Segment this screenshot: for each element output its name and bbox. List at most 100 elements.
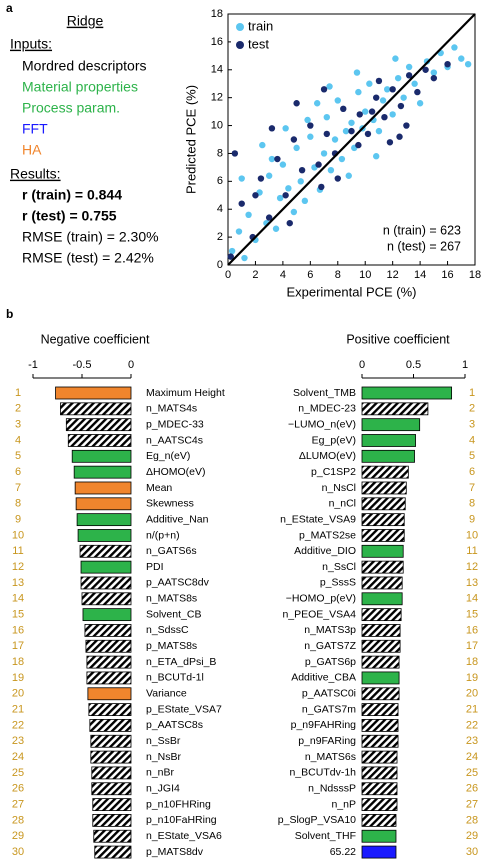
point <box>286 219 293 227</box>
point <box>375 77 383 85</box>
point <box>353 69 361 76</box>
bar <box>361 719 399 732</box>
result-item: RMSE (test) = 2.42% <box>22 250 154 266</box>
category-label: n_MDEC-23 <box>298 403 356 415</box>
bar <box>361 687 400 701</box>
bar <box>361 592 403 606</box>
input-item: FFT <box>22 121 48 137</box>
point <box>265 214 273 221</box>
category-label: p_C1SP2 <box>311 466 356 478</box>
x-tick-label: 2 <box>252 269 258 281</box>
point <box>293 100 300 107</box>
point <box>276 194 284 202</box>
rank-label: 7 <box>469 482 475 494</box>
category-label: n_AATSC4s <box>146 434 203 446</box>
point <box>397 102 405 110</box>
point <box>298 166 306 174</box>
point <box>422 66 429 73</box>
bar <box>73 465 132 479</box>
rank-label: 1 <box>469 387 475 399</box>
point <box>411 80 418 87</box>
category-label: n_BCUTd-1l <box>146 672 204 684</box>
category-label: n/(p+n) <box>146 529 180 541</box>
bar <box>90 734 132 748</box>
x-tick-label: 16 <box>441 269 453 281</box>
point <box>238 200 245 207</box>
rank-label: 22 <box>12 719 24 731</box>
point <box>414 88 421 96</box>
bar <box>77 529 132 542</box>
point <box>396 133 403 140</box>
rank-label: 29 <box>12 830 24 842</box>
category-label: Variance <box>146 688 187 700</box>
legend-label: test <box>248 36 269 51</box>
x-tick-label: -0.5 <box>73 359 92 371</box>
x-tick-label: 0 <box>128 359 134 371</box>
rank-label: 20 <box>12 688 24 700</box>
category-label: n_MATS8s <box>146 593 197 605</box>
input-item: HA <box>22 142 42 158</box>
rank-label: 13 <box>12 577 24 589</box>
rank-label: 23 <box>12 735 24 747</box>
point <box>327 166 335 174</box>
category-label: n_JGI4 <box>146 783 180 795</box>
panel-label: a <box>6 1 13 15</box>
category-label: n_MATS4s <box>146 403 197 415</box>
point <box>334 97 341 104</box>
category-label: Eg_p(eV) <box>312 434 356 446</box>
point <box>279 161 287 168</box>
rank-label: 2 <box>15 403 21 415</box>
rank-label: 26 <box>466 783 478 795</box>
y-tick-label: 4 <box>217 203 223 215</box>
bar <box>361 529 405 542</box>
rank-label: 14 <box>12 593 24 605</box>
bar <box>361 576 403 590</box>
point <box>375 127 383 135</box>
rank-label: 28 <box>466 814 478 826</box>
point <box>355 141 362 149</box>
rank-label: 3 <box>469 419 475 431</box>
category-label: p_n10FaHRing <box>146 814 217 826</box>
bar <box>74 481 132 495</box>
point <box>386 139 394 146</box>
chart-title: Positive coefficient <box>346 332 450 346</box>
rank-label: 14 <box>466 593 478 605</box>
bar <box>76 513 132 527</box>
category-label: n_MATS3p <box>304 624 356 636</box>
category-label: n_GATS7Z <box>304 640 356 652</box>
point <box>304 116 311 124</box>
category-label: n_NsBr <box>146 751 182 763</box>
category-label: Solvent_CB <box>146 608 201 620</box>
annotation: n (train) = 623 <box>383 223 461 237</box>
rank-label: 29 <box>466 830 478 842</box>
point <box>458 55 465 62</box>
bar <box>361 434 416 447</box>
rank-label: 12 <box>466 561 478 573</box>
rank-label: 12 <box>12 561 24 573</box>
panel-label: b <box>6 307 13 321</box>
y-tick-label: 6 <box>217 175 223 187</box>
point <box>389 86 396 93</box>
rank-label: 6 <box>15 466 21 478</box>
y-tick-label: 16 <box>211 36 223 48</box>
x-tick-label: 4 <box>280 269 286 281</box>
input-item: Material properties <box>22 79 138 95</box>
point <box>307 122 314 129</box>
result-item: RMSE (train) = 2.30% <box>22 229 159 245</box>
y-tick-label: 12 <box>211 92 223 104</box>
category-label: p_AATSC8dv <box>146 577 210 589</box>
rank-label: 21 <box>466 704 478 716</box>
point <box>297 178 304 185</box>
bar <box>90 750 132 764</box>
inputs-title: Inputs: <box>10 36 52 52</box>
point <box>394 74 402 82</box>
bar <box>94 845 132 859</box>
x-tick-label: 0 <box>225 269 231 281</box>
rank-label: 3 <box>15 419 21 431</box>
point <box>379 97 387 104</box>
y-tick-label: 14 <box>211 64 223 76</box>
bar <box>361 544 404 558</box>
category-label: Additive_CBA <box>291 672 356 684</box>
rank-label: 18 <box>12 656 24 668</box>
x-tick-label: 1 <box>462 359 468 371</box>
